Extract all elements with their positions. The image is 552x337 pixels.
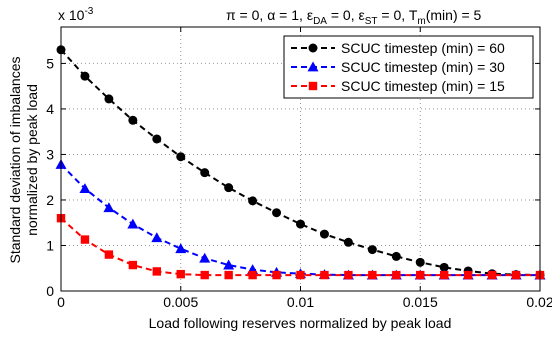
data-point — [487, 270, 497, 280]
legend-entry-3: SCUC timestep (min) = 15 — [291, 78, 505, 94]
data-point — [367, 245, 377, 255]
y-tick-label: 5 — [46, 55, 54, 71]
legend-entry-1: SCUC timestep (min) = 60 — [291, 40, 505, 56]
data-point — [223, 259, 235, 270]
x-tick-label: 0.02 — [526, 294, 552, 310]
data-point — [416, 270, 425, 280]
data-point — [176, 152, 186, 162]
y-tick-label: 0 — [46, 283, 54, 299]
data-point — [344, 270, 353, 280]
y-axis-label-line-2: normalized by peak load — [24, 84, 40, 236]
data-point — [392, 270, 401, 280]
data-point — [319, 229, 329, 239]
data-point — [104, 94, 114, 104]
data-point — [128, 260, 138, 270]
data-point — [200, 168, 210, 178]
legend-marker — [308, 81, 318, 91]
series-line — [60, 49, 541, 277]
legend-marker — [308, 43, 318, 53]
x-axis-label: Load following reserves normalized by pe… — [149, 315, 452, 331]
data-point — [103, 202, 115, 213]
data-point — [415, 257, 425, 267]
data-point — [224, 183, 234, 193]
x-tick-label: 0 — [57, 294, 65, 310]
legend-marker — [307, 61, 319, 72]
data-point — [104, 250, 114, 259]
x-tick-label: 0.015 — [403, 294, 438, 310]
data-point — [343, 237, 353, 247]
y-multiplier: x 10-3 — [58, 6, 94, 23]
data-point — [176, 269, 185, 279]
x-tick-label: 0.005 — [163, 294, 198, 310]
data-point — [439, 262, 449, 272]
y-axis-label-line-1: Standard deviation of imbalances — [7, 56, 23, 263]
legend-label: SCUC timestep (min) = 30 — [341, 59, 505, 75]
data-point — [391, 251, 401, 261]
legend-label: SCUC timestep (min) = 60 — [341, 40, 505, 56]
data-point — [127, 218, 139, 229]
data-point — [152, 134, 162, 144]
data-point — [79, 183, 91, 193]
data-point — [320, 270, 329, 280]
data-point — [151, 232, 163, 243]
legend: SCUC timestep (min) = 60 SCUC timestep (m… — [283, 35, 534, 99]
data-point — [511, 270, 521, 280]
x-tick-label: 0.01 — [287, 294, 314, 310]
y-tick-label: 2 — [46, 192, 54, 208]
legend-label: SCUC timestep (min) = 15 — [341, 78, 505, 94]
data-point — [199, 252, 211, 263]
data-point — [463, 270, 473, 280]
chart-title: π = 0, α = 1, εDA = 0, εST = 0, Tm(min) … — [226, 7, 482, 27]
data-point — [175, 243, 187, 254]
data-point — [128, 115, 138, 125]
data-point — [296, 270, 305, 280]
y-tick-label: 4 — [46, 101, 54, 117]
data-point — [440, 270, 449, 280]
data-point — [272, 270, 281, 280]
data-point — [224, 270, 233, 280]
data-point — [152, 267, 161, 276]
ticks: 0 0.005 0.01 0.015 0.02 0 1 2 3 4 5 — [46, 27, 552, 310]
data-point — [368, 270, 377, 280]
series-layer — [55, 45, 546, 280]
data-point — [296, 219, 305, 229]
data-point — [200, 270, 209, 280]
y-tick-label: 1 — [46, 237, 54, 253]
y-tick-label: 3 — [46, 146, 54, 162]
data-point — [80, 235, 90, 244]
data-point — [272, 208, 282, 218]
legend-entry-2: SCUC timestep (min) = 30 — [291, 59, 505, 75]
data-point — [80, 71, 90, 81]
data-point — [248, 270, 257, 280]
data-point — [248, 196, 258, 206]
